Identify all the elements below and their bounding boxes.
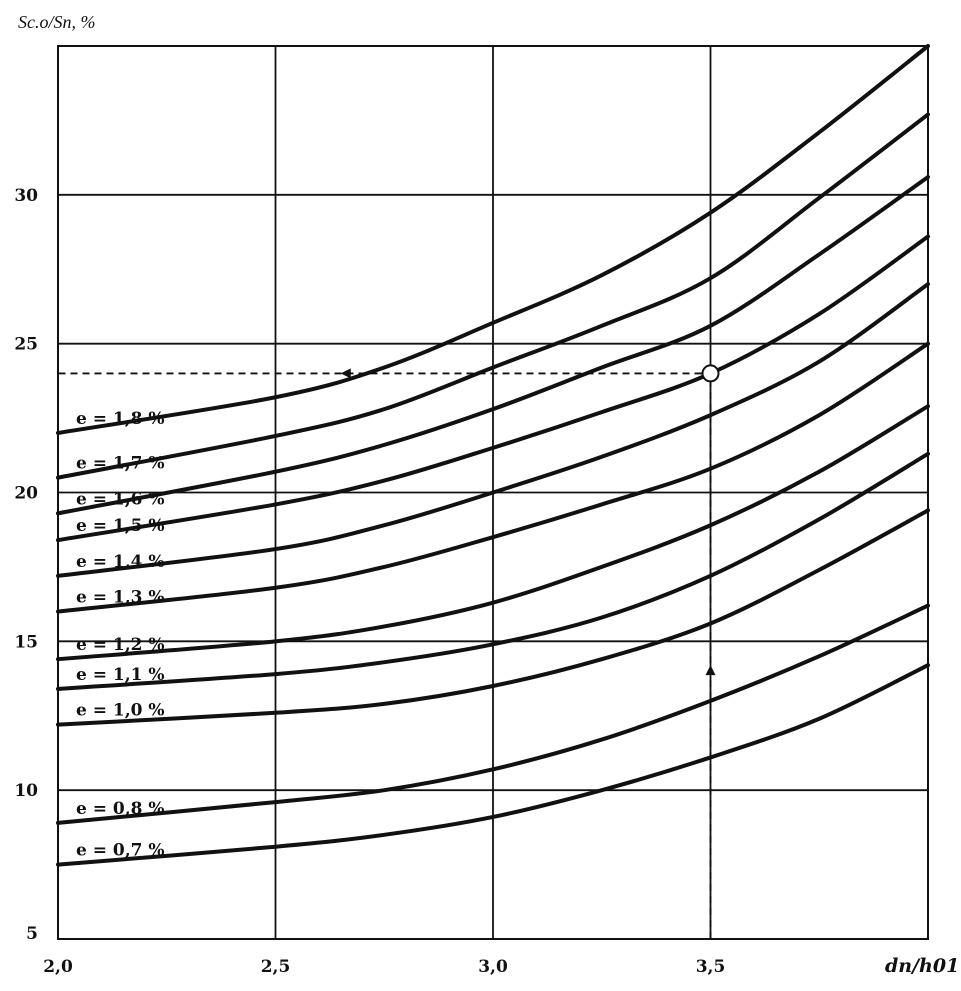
y-tick-label: 30 [14, 186, 38, 206]
series-label: e = 1,6 % [76, 489, 165, 509]
y-tick-label: 25 [14, 335, 38, 355]
series-line [56, 404, 930, 662]
x-tick-label: 3,5 [696, 957, 726, 977]
example-guides [58, 368, 716, 939]
series-line [56, 451, 930, 691]
arrow-up [705, 665, 716, 676]
x-tick-label: 3,0 [478, 957, 508, 977]
plot-frame [57, 45, 929, 940]
series-line [56, 508, 930, 727]
series-line [56, 112, 930, 480]
example-point-marker [701, 364, 720, 383]
series-line [56, 663, 930, 867]
y-tick-label: 10 [14, 781, 38, 801]
tick-labels: 2,0 2,5 3,0 3,5 5 10 15 20 25 30 [14, 186, 725, 977]
series-line [56, 234, 930, 543]
series-label: e = 1,2 % [76, 635, 165, 655]
series-label: e = 1,1 % [76, 665, 165, 685]
x-tick-label: 2,0 [43, 957, 73, 977]
series-label: e = 0,7 % [76, 841, 165, 861]
series-line [56, 341, 930, 614]
series-label: e = 1,7 % [76, 454, 165, 474]
series-label: e = 1,3 % [76, 588, 165, 608]
y-tick-label: 5 [26, 924, 38, 944]
series-labels: e = 1,8 % e = 1,7 % e = 1,6 % e = 1,5 % e = … [76, 409, 165, 861]
series-line [56, 603, 930, 825]
x-tick-label: 2,5 [261, 957, 291, 977]
series-label: e = 1,0 % [76, 701, 165, 721]
series-label: e = 1,4 % [76, 552, 165, 572]
series-label: e = 1,5 % [76, 516, 165, 536]
series-lines [56, 44, 930, 867]
series-line [56, 282, 930, 578]
y-tick-label: 15 [14, 632, 38, 652]
y-tick-label: 20 [14, 484, 38, 504]
x-axis-label: dп/h01 [885, 955, 959, 977]
arrow-left [340, 368, 351, 379]
series-line [56, 174, 930, 516]
series-label: e = 1,8 % [76, 409, 165, 429]
series-line [56, 44, 930, 435]
y-axis-label: Sc.o/Sп, % [18, 12, 95, 32]
series-label: e = 0,8 % [76, 799, 165, 819]
